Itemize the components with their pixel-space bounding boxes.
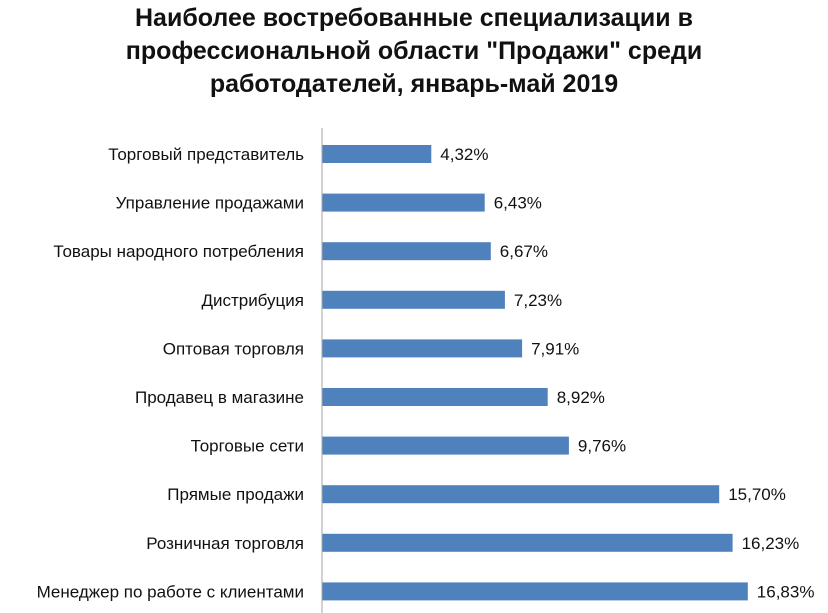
category-label-5: Оптовая торговля bbox=[163, 339, 304, 358]
labels-layer: Торговый представитель 4,32% Управление пр… bbox=[37, 145, 815, 601]
bar-9 bbox=[322, 533, 733, 552]
bar-6 bbox=[322, 388, 548, 406]
category-label-9: Розничная торговля bbox=[146, 534, 304, 553]
category-label-2: Управление продажами bbox=[116, 194, 304, 213]
value-label-8: 15,70% bbox=[728, 485, 786, 504]
bar-2 bbox=[322, 193, 485, 212]
value-label-10: 16,83% bbox=[757, 582, 815, 601]
bars-layer bbox=[322, 145, 748, 601]
category-label-7: Торговые сети bbox=[191, 437, 304, 456]
value-label-9: 16,23% bbox=[742, 534, 800, 553]
bar-5 bbox=[322, 339, 523, 358]
chart-title-line-3: работодателей, январь-май 2019 bbox=[209, 70, 619, 98]
category-label-1: Торговый представитель bbox=[108, 145, 304, 164]
bar-3 bbox=[322, 242, 491, 261]
chart-title-line-1: Наиболее востребованные специализации в bbox=[135, 4, 693, 32]
value-label-4: 7,23% bbox=[514, 291, 562, 310]
value-label-3: 6,67% bbox=[500, 242, 548, 261]
bar-4 bbox=[322, 290, 505, 309]
category-label-6: Продавец в магазине bbox=[135, 388, 304, 407]
bar-8 bbox=[322, 485, 720, 504]
category-label-3: Товары народного потребления bbox=[53, 242, 304, 261]
value-label-7: 9,76% bbox=[578, 437, 626, 456]
bar-1 bbox=[322, 145, 432, 163]
value-label-5: 7,91% bbox=[531, 339, 579, 358]
category-label-8: Прямые продажи bbox=[167, 485, 304, 504]
category-label-4: Дистрибуция bbox=[201, 291, 304, 310]
value-label-2: 6,43% bbox=[494, 194, 542, 213]
category-label-10: Менеджер по работе с клиентами bbox=[37, 582, 304, 601]
chart-title-line-2: профессиональной области "Продажи" среди bbox=[125, 37, 703, 65]
bar-10 bbox=[322, 582, 748, 601]
value-label-1: 4,32% bbox=[440, 145, 488, 164]
value-label-6: 8,92% bbox=[557, 388, 605, 407]
chart-title: Наиболее востребованные специализации в … bbox=[0, 2, 828, 101]
bar-7 bbox=[322, 436, 569, 455]
